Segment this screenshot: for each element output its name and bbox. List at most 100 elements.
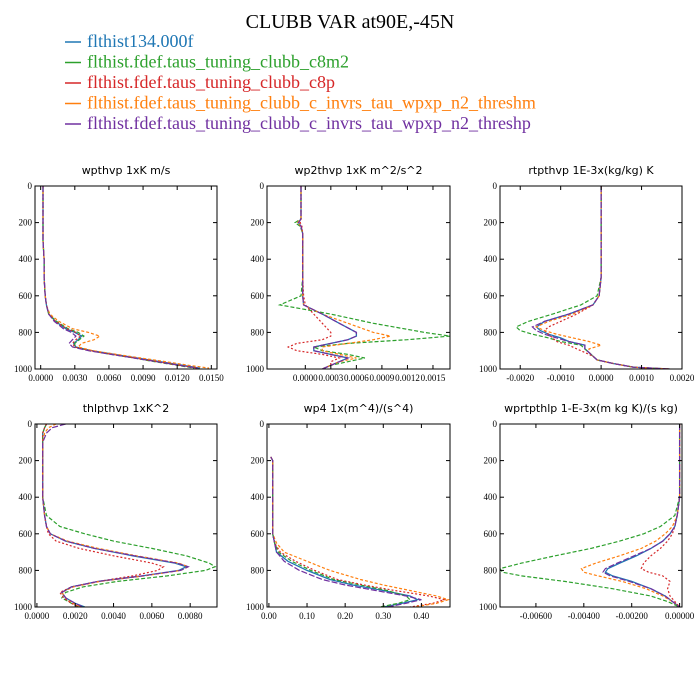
y-tick-label: 600 (251, 529, 265, 539)
y-tick-label: 800 (19, 327, 33, 337)
x-tick-label: 0.0015 (421, 373, 446, 383)
y-tick-label: 600 (19, 291, 33, 301)
series-line (42, 424, 217, 607)
series-line (500, 424, 681, 607)
series-line (42, 186, 198, 369)
x-tick-label: 0.0009 (370, 373, 395, 383)
chart-panel: rtpthvp 1E-3x(kg/kg) K02004006008001000-… (479, 164, 695, 383)
y-tick-label: 0 (28, 419, 33, 429)
series-group (270, 456, 450, 607)
series-line (42, 186, 198, 369)
y-tick-label: 0 (493, 181, 498, 191)
series-line (515, 186, 666, 369)
x-tick-label: 0.0010 (629, 373, 654, 383)
series-line (42, 424, 189, 607)
panel-title: wpthvp 1xK m/s (82, 164, 171, 177)
series-line (42, 186, 210, 369)
y-tick-label: 600 (484, 529, 498, 539)
plot-frame (266, 185, 451, 370)
y-tick-label: 200 (484, 218, 498, 228)
y-tick-label: 200 (251, 218, 265, 228)
y-tick-label: 1000 (246, 602, 265, 612)
x-tick-label: 0.0150 (199, 373, 224, 383)
series-group (500, 424, 681, 607)
x-tick-label: -0.00400 (568, 611, 601, 621)
x-tick-label: 0.0120 (165, 373, 190, 383)
y-tick-label: 400 (251, 254, 265, 264)
plot-frame (499, 185, 683, 370)
y-tick-label: 0 (28, 181, 33, 191)
panel-title: rtpthvp 1E-3x(kg/kg) K (528, 164, 654, 177)
y-tick-label: 200 (484, 456, 498, 466)
panel-title: wp4 1x(m^4)/(s^4) (304, 402, 414, 415)
panel-title: thlpthvp 1xK^2 (83, 402, 170, 415)
series-line (42, 186, 195, 369)
legend-label: flthist.fdef.taus_tuning_clubb_c8p (87, 72, 335, 92)
y-tick-label: 0 (493, 419, 498, 429)
x-tick-label: 0.0000 (28, 373, 53, 383)
series-line (580, 424, 681, 607)
y-tick-label: 400 (484, 254, 498, 264)
x-tick-label: -0.0020 (506, 373, 534, 383)
series-line (602, 424, 681, 607)
x-tick-label: 0.0060 (97, 373, 122, 383)
legend-label: flthist134.000f (87, 31, 194, 51)
y-tick-label: 800 (251, 327, 265, 337)
plot-frame (34, 185, 218, 370)
x-tick-label: 0.40 (414, 611, 430, 621)
figure-title: CLUBB VAR at90E,-45N (246, 11, 455, 33)
y-tick-label: 0 (260, 419, 265, 429)
y-tick-label: 800 (251, 565, 265, 575)
x-tick-label: 0.00 (261, 611, 277, 621)
x-tick-label: -0.0010 (547, 373, 575, 383)
y-tick-label: 200 (19, 456, 33, 466)
x-tick-label: 0.0003 (318, 373, 343, 383)
x-tick-label: -0.00600 (520, 611, 553, 621)
x-tick-label: 0.0000 (589, 373, 614, 383)
x-tick-label: 0.00000 (665, 611, 695, 621)
series-line (604, 424, 681, 607)
x-tick-label: 0.0020 (670, 373, 695, 383)
plot-frame (34, 423, 218, 608)
x-tick-label: 0.0040 (101, 611, 126, 621)
y-tick-label: 800 (484, 565, 498, 575)
x-tick-label: 0.20 (337, 611, 353, 621)
series-line (286, 186, 342, 369)
x-tick-label: 0.0030 (62, 373, 87, 383)
legend-label: flthist.fdef.taus_tuning_clubb_c_invrs_t… (87, 113, 531, 133)
legend-label: flthist.fdef.taus_tuning_clubb_c8m2 (87, 52, 349, 72)
legend: flthist134.000fflthist.fdef.taus_tuning_… (65, 31, 536, 133)
y-tick-label: 1000 (479, 602, 498, 612)
panel-title: wprtpthlp 1-E-3x(m kg K)/(s kg) (504, 402, 678, 415)
y-tick-label: 600 (19, 529, 33, 539)
y-tick-label: 800 (484, 327, 498, 337)
x-tick-label: 0.10 (299, 611, 315, 621)
x-tick-label: 0.0012 (395, 373, 420, 383)
plot-frame (499, 423, 683, 608)
series-line (42, 424, 165, 607)
y-tick-label: 800 (19, 565, 33, 575)
plot-frame (266, 423, 451, 608)
series-line (42, 424, 190, 607)
y-tick-label: 400 (251, 492, 265, 502)
series-group (42, 424, 217, 607)
x-tick-label: 0.0090 (131, 373, 156, 383)
y-tick-label: 200 (19, 218, 33, 228)
y-tick-label: 600 (251, 291, 265, 301)
x-tick-label: 0.0020 (63, 611, 88, 621)
y-tick-label: 1000 (14, 602, 33, 612)
y-tick-label: 400 (19, 492, 33, 502)
x-tick-label: 0.0000 (25, 611, 50, 621)
x-tick-label: 0.30 (375, 611, 391, 621)
y-tick-label: 200 (251, 456, 265, 466)
x-tick-label: -0.00200 (616, 611, 649, 621)
x-tick-label: 0.0080 (178, 611, 203, 621)
y-tick-label: 600 (484, 291, 498, 301)
series-line (297, 186, 357, 369)
chart-panel: wprtpthlp 1-E-3x(m kg K)/(s kg) 0 200 400 60… (479, 402, 695, 621)
